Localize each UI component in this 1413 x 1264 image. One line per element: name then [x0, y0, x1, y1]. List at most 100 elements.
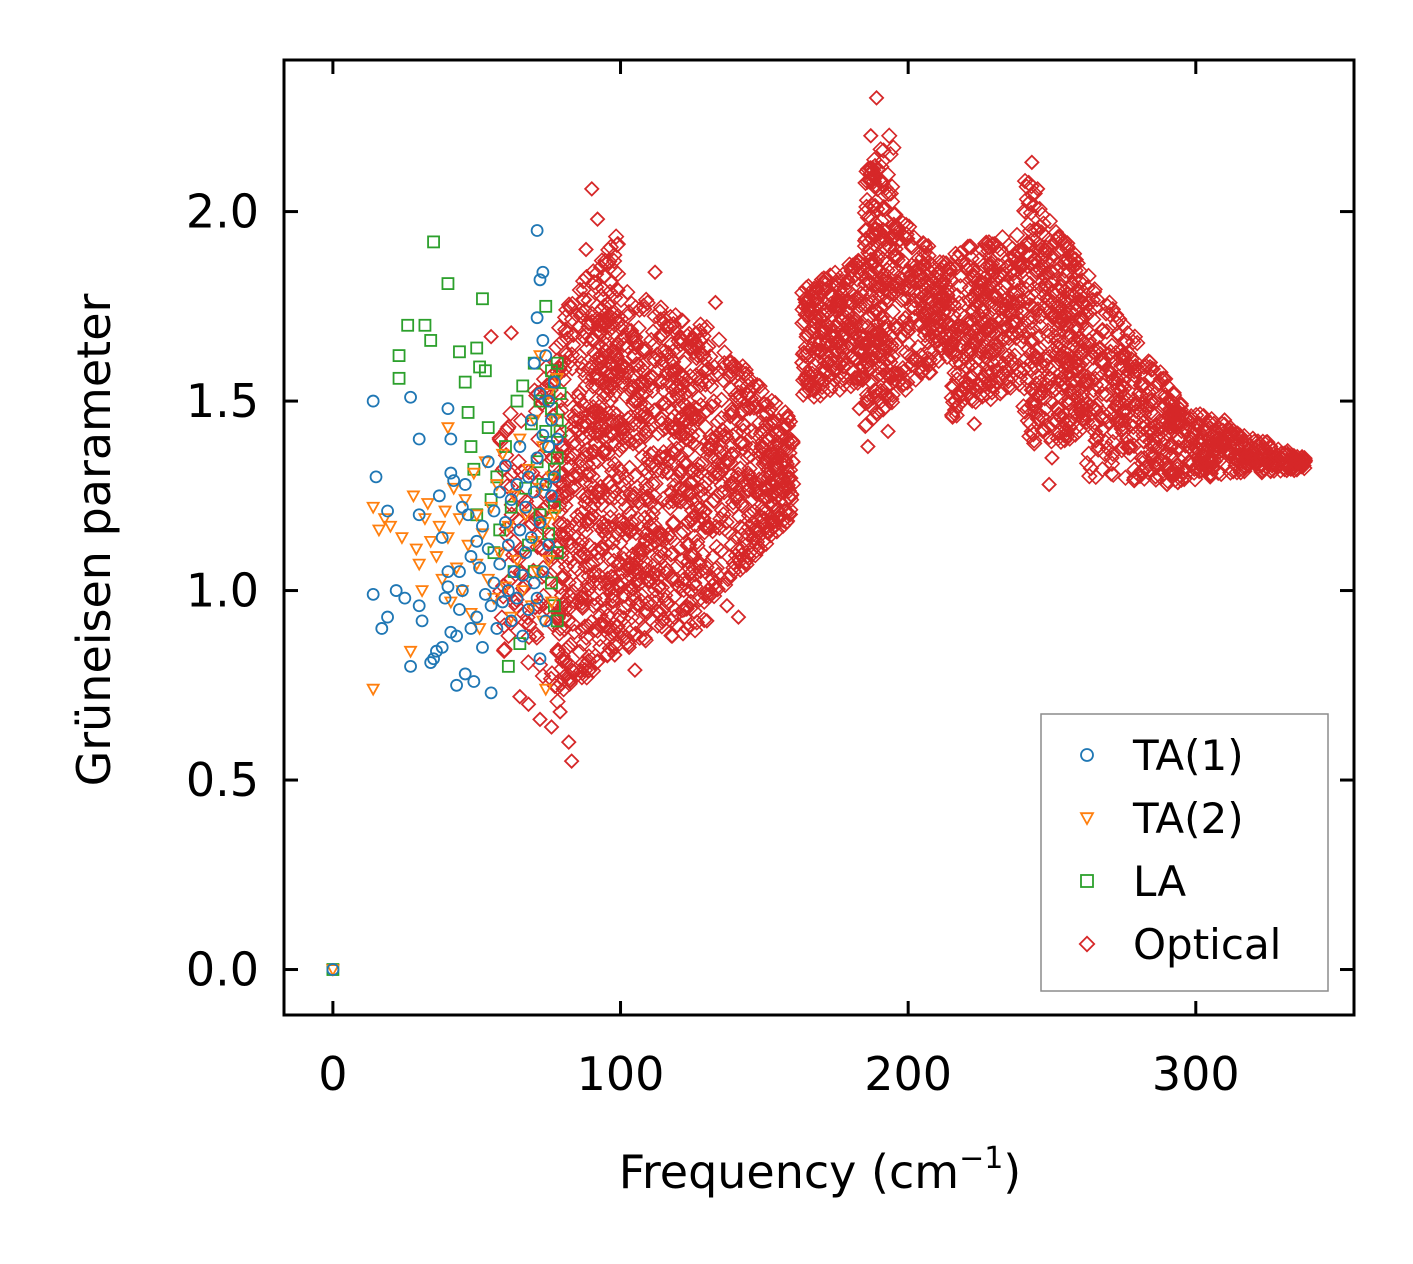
optical-point-dense — [628, 355, 645, 373]
optical-point-dense — [870, 263, 888, 280]
optical-point-dense — [989, 341, 1006, 359]
ta-2-point — [423, 535, 438, 549]
optical-point-dense — [1065, 257, 1082, 275]
optical-point — [1147, 468, 1164, 485]
optical-point-dense — [699, 441, 717, 458]
optical-point-dense — [625, 580, 642, 597]
optical-point-dense — [754, 433, 772, 451]
optical-point-dense — [621, 522, 639, 540]
optical-point-dense — [1078, 413, 1096, 431]
optical-point-dense — [700, 581, 718, 599]
optical-point-dense — [921, 363, 939, 381]
ta-1-point — [481, 542, 495, 556]
optical-point-dense — [739, 387, 757, 404]
ta-1-point — [458, 667, 472, 681]
optical-point — [1041, 476, 1057, 493]
optical-point-dense — [584, 377, 602, 395]
optical-point-dense — [1139, 387, 1156, 404]
optical-point-dense — [1098, 408, 1115, 426]
optical-point-dense — [837, 315, 855, 333]
optical-point-dense — [834, 366, 852, 384]
optical-point-dense — [685, 547, 703, 564]
optical-point-dense — [778, 455, 796, 473]
optical-point-dense — [629, 377, 647, 394]
optical-point-dense — [1008, 226, 1026, 244]
optical-point-dense — [989, 267, 1006, 285]
optical-point-dense — [569, 528, 586, 546]
optical-point-dense — [1068, 390, 1086, 407]
optical-point-dense — [1288, 448, 1306, 466]
optical-point-dense — [843, 293, 861, 311]
optical-point-dense — [726, 477, 744, 495]
ta-1-point — [536, 428, 550, 442]
optical-point — [1090, 438, 1106, 455]
optical-point-dense — [1018, 281, 1035, 298]
legend-marker-ta2 — [1079, 812, 1095, 826]
optical-point-dense — [555, 596, 572, 614]
optical-point-dense — [551, 625, 568, 642]
optical-point-dense — [691, 332, 709, 350]
optical-point-dense — [1126, 328, 1144, 346]
optical-point-dense — [1285, 461, 1303, 479]
ta-1-point — [427, 652, 440, 666]
optical-point-dense — [1021, 236, 1038, 254]
optical-point-dense — [741, 371, 759, 389]
scatter-points — [325, 90, 1314, 977]
optical-point-dense — [703, 398, 721, 415]
optical-point-dense — [918, 301, 936, 318]
optical-point-dense — [742, 447, 760, 464]
optical-point-dense — [593, 616, 611, 634]
plot-frame — [282, 58, 1356, 1017]
optical-point-dense — [663, 362, 681, 380]
x-tick-label: 0 — [318, 1047, 347, 1101]
optical-point-dense — [652, 448, 669, 466]
ta-2-point — [432, 520, 447, 534]
optical-point-dense — [1106, 373, 1124, 391]
optical-point-dense — [755, 396, 773, 413]
ta-2-point — [530, 566, 545, 579]
optical-point-dense — [514, 543, 531, 560]
optical-point — [862, 127, 879, 144]
optical-point-dense — [587, 647, 604, 665]
optical-point-dense — [1030, 368, 1047, 386]
optical-point-dense — [652, 327, 669, 345]
optical-point-dense — [733, 546, 751, 564]
ta-1-point — [519, 546, 533, 560]
optical-point-dense — [663, 420, 681, 438]
optical-point-dense — [597, 378, 615, 396]
optical-point-dense — [760, 446, 777, 463]
optical-point-dense — [691, 554, 708, 571]
optical-point-dense — [853, 317, 870, 335]
optical-point-dense — [1005, 273, 1023, 291]
optical-point-dense — [1080, 332, 1098, 349]
optical-point-dense — [574, 654, 592, 672]
optical-point-dense — [725, 445, 742, 463]
optical-point-dense — [589, 313, 606, 330]
optical-point — [1118, 431, 1135, 447]
ta-2-point — [461, 539, 476, 553]
optical-point-dense — [1156, 370, 1174, 388]
optical-point-dense — [1000, 293, 1018, 311]
optical-point-dense — [605, 305, 622, 323]
optical-point-dense — [880, 127, 898, 145]
optical-point-dense — [1132, 402, 1149, 420]
optical-point — [730, 609, 747, 625]
optical-point-dense — [665, 419, 683, 437]
la-point — [499, 440, 512, 453]
ta-2-point — [524, 600, 539, 614]
optical-point-dense — [1104, 300, 1122, 318]
optical-point-dense — [1024, 308, 1042, 325]
optical-point-dense — [886, 218, 904, 236]
optical-point-dense — [605, 246, 623, 264]
optical-point-dense — [1087, 431, 1105, 449]
optical-point-dense — [578, 488, 596, 506]
optical-point-dense — [866, 322, 884, 339]
ta-1-point — [539, 478, 553, 491]
optical-point-dense — [574, 487, 592, 505]
optical-point-dense — [1021, 246, 1039, 264]
optical-point — [1245, 446, 1262, 462]
ta-2-point — [507, 490, 522, 504]
optical-point-dense — [593, 541, 611, 559]
optical-point-dense — [1049, 400, 1066, 418]
